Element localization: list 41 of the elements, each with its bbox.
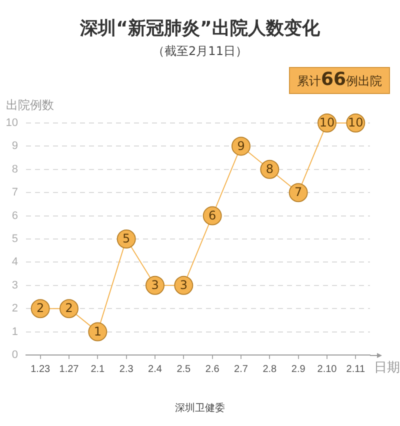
data-label: 5 <box>122 232 130 246</box>
x-axis-title: 日期 <box>374 360 400 376</box>
y-axis-title: 出院例数 <box>6 98 54 112</box>
data-label: 6 <box>208 208 216 222</box>
y-tick-label: 9 <box>12 140 18 152</box>
x-tick-label: 1.27 <box>59 364 80 375</box>
text: 深圳卫健委 <box>174 402 226 415</box>
y-tick-label: 1 <box>12 326 18 338</box>
data-label: 2 <box>65 301 73 316</box>
x-tick-label: 2.7 <box>234 364 248 375</box>
y-tick-label: 10 <box>6 117 18 130</box>
y-tick-label: 8 <box>12 163 18 176</box>
data-label: 8 <box>266 162 274 176</box>
data-label: 3 <box>151 278 159 292</box>
x-tick-label: 1.23 <box>30 364 50 375</box>
data-label: 3 <box>180 278 188 292</box>
data-label: 10 <box>348 116 364 130</box>
y-tick-label: 5 <box>12 233 18 246</box>
y-tick-label: 2 <box>12 302 18 315</box>
x-tick-label: 2.11 <box>346 364 366 375</box>
x-tick-label: 2.6 <box>205 364 220 375</box>
data-label: 2 <box>36 301 44 316</box>
y-tick-label: 4 <box>12 256 18 268</box>
data-label: 9 <box>237 138 245 153</box>
x-tick-label: 2.8 <box>262 364 278 375</box>
y-tick-label: 6 <box>12 210 18 222</box>
chart-title: 深圳“新冠肺炎”出院人数变化 <box>78 17 321 40</box>
data-label: 10 <box>319 116 335 130</box>
y-tick-label: 3 <box>12 279 18 292</box>
y-tick-label: 7 <box>12 186 18 199</box>
x-tick-label: 2.5 <box>176 364 192 375</box>
x-tick-label: 2.3 <box>119 364 134 375</box>
chart-subtitle: （截至2月11日） <box>152 43 248 60</box>
x-tick-label: 2.10 <box>317 364 338 375</box>
y-tick-label: 0 <box>12 349 18 362</box>
badge: 累计66例出院 <box>288 67 390 94</box>
data-label: 7 <box>294 185 302 200</box>
x-tick-label: 2.1 <box>90 364 106 375</box>
x-tick-label: 2.9 <box>291 364 306 375</box>
x-tick-label: 2.4 <box>148 364 162 375</box>
data-label: 1 <box>94 324 102 338</box>
